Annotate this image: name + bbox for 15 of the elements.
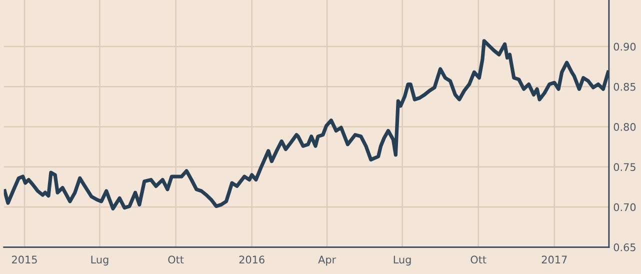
x-tick-label: Lug: [91, 256, 108, 266]
x-tick-label: 2017: [542, 256, 567, 264]
x-tick-label: Ott: [470, 256, 486, 264]
x-tick-label: Ott: [168, 256, 184, 264]
x-tick-label: Apr: [318, 256, 336, 266]
y-tick-label: 0.65: [614, 243, 636, 252]
y-tick-label: 0.70: [614, 203, 636, 212]
y-tick-label: 0.90: [614, 42, 636, 51]
x-tick-label: Lug: [394, 256, 411, 266]
x-tick-label: 2015: [12, 256, 37, 264]
y-tick-label: 0.75: [614, 163, 636, 172]
y-tick-label: 0.80: [614, 123, 636, 131]
x-tick-label: 2016: [239, 256, 264, 264]
y-tick-label: 0.85: [614, 82, 636, 91]
line-series: [4, 39, 609, 210]
